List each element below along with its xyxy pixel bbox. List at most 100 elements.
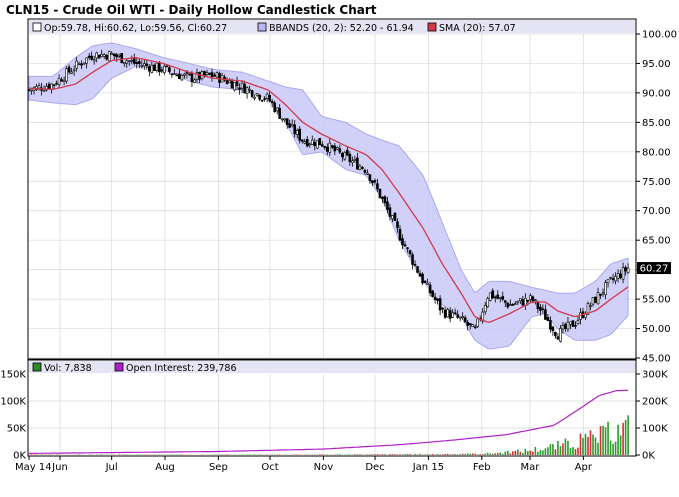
candle-body xyxy=(130,59,134,62)
candle-body xyxy=(348,153,352,162)
candle-body xyxy=(42,90,46,92)
candle-body xyxy=(300,139,304,142)
candle-body xyxy=(100,53,103,57)
volume-bar xyxy=(266,454,268,455)
volume-bar xyxy=(602,425,604,455)
candle-body xyxy=(57,77,61,85)
volume-bar xyxy=(369,454,371,455)
candle-body xyxy=(486,298,490,307)
candle-body xyxy=(298,128,302,141)
x-tick-label: Feb xyxy=(473,462,491,473)
candle-body xyxy=(135,62,139,65)
volume-bar xyxy=(253,454,256,455)
candle-body xyxy=(431,290,434,297)
candle-body xyxy=(45,86,48,91)
price-grid xyxy=(29,33,635,359)
volume-bar xyxy=(522,452,524,455)
candle-body xyxy=(218,73,221,83)
candle-body xyxy=(160,69,164,72)
price-tick-label: 85.00 xyxy=(642,118,671,129)
candle-body xyxy=(456,314,459,318)
volume-bar xyxy=(579,433,582,455)
candle-body xyxy=(541,308,545,311)
candle-body xyxy=(215,72,219,78)
candle-body xyxy=(408,250,412,255)
candle-body xyxy=(90,55,93,60)
volume-bar xyxy=(439,454,441,455)
volume-bar xyxy=(489,453,492,455)
candle-body xyxy=(461,316,464,318)
volume-bar xyxy=(544,448,547,455)
candle-body xyxy=(378,188,382,199)
candle-body xyxy=(82,62,86,65)
candle-body xyxy=(521,299,525,306)
candle-body xyxy=(609,277,612,279)
candle-body xyxy=(534,299,537,302)
volume-bar xyxy=(517,449,519,455)
volume-bar xyxy=(449,454,451,455)
candle-body xyxy=(238,87,241,90)
volume-legend-bar xyxy=(29,361,635,373)
candle-body xyxy=(102,54,106,57)
candle-body xyxy=(561,325,565,330)
candle-body xyxy=(275,107,279,112)
volume-bar xyxy=(506,450,509,455)
volume-bar xyxy=(153,454,156,455)
volume-legend-text: Vol: 7,838 xyxy=(44,363,92,374)
candle-body xyxy=(621,267,625,280)
candle-body xyxy=(569,321,572,325)
candle-body xyxy=(97,54,101,59)
candle-body xyxy=(270,101,274,104)
volume-bar xyxy=(321,454,324,455)
candle-body xyxy=(341,153,344,158)
volume-bar xyxy=(476,454,479,455)
candle-body xyxy=(471,324,474,327)
price-tick-label: 70.00 xyxy=(642,206,671,217)
volume-bar xyxy=(451,454,454,455)
volume-bar xyxy=(414,454,416,455)
candle-body xyxy=(293,124,297,135)
volume-bar xyxy=(318,454,321,455)
candle-body xyxy=(468,323,472,326)
volume-right-tick-label: 0K xyxy=(642,451,655,462)
volume-bar xyxy=(574,449,577,455)
candle-body xyxy=(326,146,329,152)
x-tick-label: Nov xyxy=(314,462,334,473)
candle-body xyxy=(368,174,372,181)
price-tick-label: 55.00 xyxy=(642,295,671,306)
candle-body xyxy=(37,85,41,89)
volume-bar xyxy=(359,454,361,455)
volume-bar xyxy=(537,451,539,455)
candle-body xyxy=(624,267,627,272)
candle-body xyxy=(295,130,299,135)
candle-body xyxy=(208,72,211,75)
volume-bar xyxy=(336,454,339,455)
volume-bar xyxy=(604,427,607,455)
chart-title: CLN15 - Crude Oil WTI - Daily Hollow Can… xyxy=(6,3,377,17)
candle-body xyxy=(584,313,587,318)
volume-bar xyxy=(589,430,592,455)
candle-body xyxy=(566,321,570,330)
volume-bar xyxy=(404,454,406,455)
candle-body xyxy=(554,331,557,337)
candle-body xyxy=(546,317,550,322)
volume-bar xyxy=(416,454,419,455)
candle-body xyxy=(235,81,239,86)
volume-right-axis: 0K 100K 200K 300K xyxy=(636,370,668,462)
volume-bar xyxy=(539,450,542,455)
volume-bar xyxy=(474,453,477,455)
volume-bar xyxy=(181,454,183,455)
volume-bar xyxy=(612,443,614,455)
candle-body xyxy=(288,123,292,128)
price-tick-label: 65.00 xyxy=(642,236,671,247)
volume-bar xyxy=(429,454,431,455)
candle-body xyxy=(516,300,520,303)
x-tick-label: Dec xyxy=(365,462,384,473)
candle-body xyxy=(250,90,254,97)
candle-body xyxy=(373,180,377,183)
volume-bar xyxy=(527,451,529,455)
volume-left-tick-label: 50K xyxy=(7,424,27,435)
volume-bar xyxy=(471,453,474,455)
candle-body xyxy=(451,312,454,318)
candle-body xyxy=(398,228,402,241)
